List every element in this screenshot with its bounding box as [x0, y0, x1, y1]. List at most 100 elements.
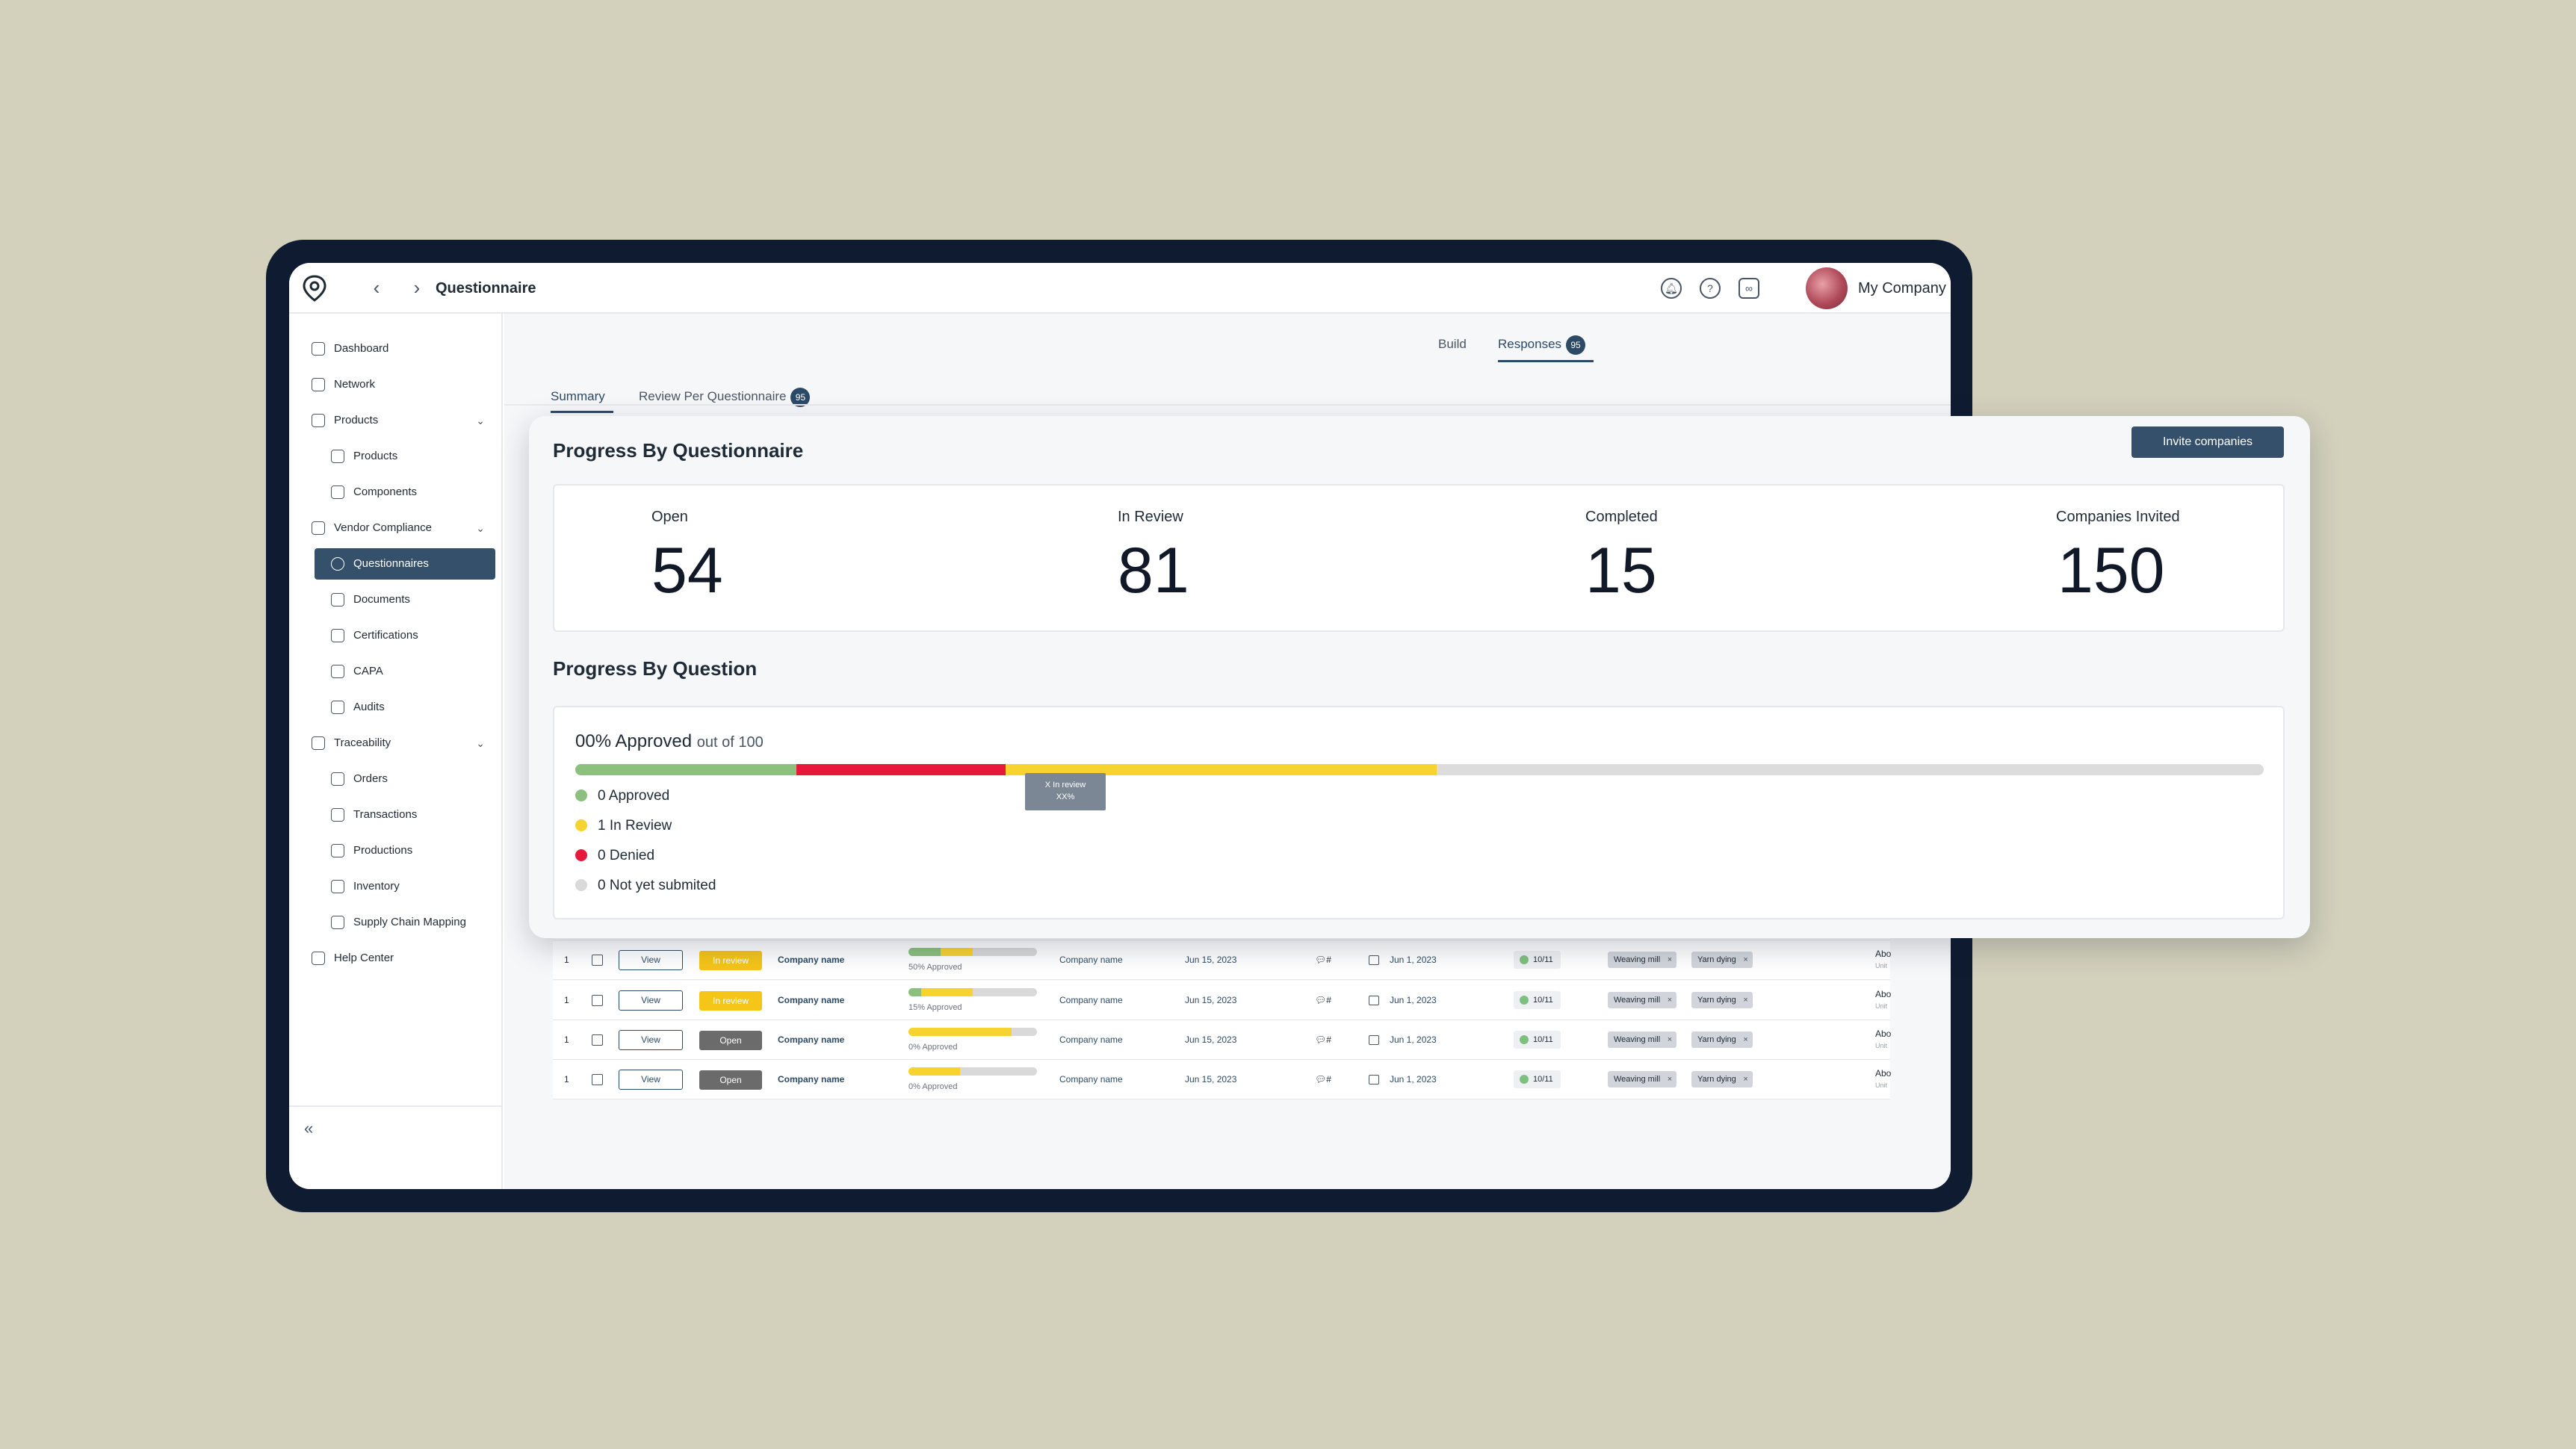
remove-tag-icon[interactable]: ×: [1743, 1035, 1748, 1044]
sidebar-item-transactions[interactable]: Transactions: [289, 799, 503, 831]
tab-review-per-questionnaire[interactable]: Review Per Questionnaire 95: [639, 385, 811, 408]
tag-chip[interactable]: Weaving mill ×: [1608, 1031, 1677, 1048]
company-link[interactable]: Company name: [778, 995, 845, 1005]
tab-summary[interactable]: Summary: [551, 389, 605, 403]
stat-in-review-label: In Review: [1118, 509, 1183, 525]
remove-tag-icon[interactable]: ×: [1743, 955, 1748, 964]
back-arrow-icon[interactable]: ‹: [373, 276, 380, 299]
chevron-down-icon: ⌄: [476, 415, 485, 426]
bar-segment-in-review[interactable]: [1006, 764, 1437, 775]
remove-tag-icon[interactable]: ×: [1667, 955, 1673, 964]
tag-chip[interactable]: Yarn dying ×: [1691, 992, 1753, 1008]
hanger-icon: [312, 414, 325, 427]
sidebar-item-documents[interactable]: Documents: [289, 584, 503, 615]
components-icon: [331, 485, 344, 499]
company-name-cell[interactable]: Company name: [1059, 995, 1123, 1005]
comment-icon[interactable]: 💬︎#: [1315, 1034, 1331, 1045]
sidebar-item-label: Questionnaires: [353, 557, 429, 570]
sidebar-item-certifications[interactable]: Certifications: [289, 620, 503, 651]
sidebar-item-traceability[interactable]: Traceability ⌄: [289, 727, 503, 759]
tag-chip[interactable]: Weaving mill ×: [1608, 1071, 1677, 1087]
truncated-cell-sub: Unit: [1875, 1042, 1888, 1049]
sidebar-item-questionnaires[interactable]: Questionnaires: [315, 548, 495, 580]
sidebar-item-supply-chain-mapping[interactable]: Supply Chain Mapping: [289, 907, 503, 938]
tab-build[interactable]: Build: [1438, 337, 1467, 351]
truncated-cell: Abo Unit: [1875, 988, 1891, 1012]
question-icon: [331, 557, 344, 571]
sidebar-item-label: Documents: [353, 593, 410, 606]
company-name[interactable]: My Company: [1858, 280, 1946, 297]
legend-label: 0 Denied: [598, 848, 655, 863]
company-link[interactable]: Company name: [778, 955, 845, 965]
truncated-cell-text: Abo: [1875, 949, 1892, 959]
truncated-cell-text: Abo: [1875, 1028, 1892, 1039]
remove-tag-icon[interactable]: ×: [1667, 1035, 1673, 1044]
view-button[interactable]: View: [619, 1070, 683, 1090]
row-checkbox[interactable]: [592, 995, 603, 1006]
remove-tag-icon[interactable]: ×: [1743, 996, 1748, 1005]
sidebar-item-audits[interactable]: Audits: [289, 692, 503, 723]
view-button[interactable]: View: [619, 950, 683, 970]
forward-arrow-icon[interactable]: ›: [413, 276, 421, 299]
sidebar-item-dashboard[interactable]: Dashboard: [289, 333, 503, 364]
company-link[interactable]: Company name: [778, 1034, 845, 1045]
bar-segment-approved[interactable]: [575, 764, 797, 775]
row-checkbox[interactable]: [592, 1074, 603, 1085]
sidebar-item-components[interactable]: Components: [289, 477, 503, 508]
help-icon[interactable]: ?: [1700, 278, 1721, 299]
row-number: 1: [564, 1034, 569, 1045]
sidebar-item-network[interactable]: Network: [289, 369, 503, 400]
location-pin-logo-icon[interactable]: [300, 273, 329, 303]
view-button[interactable]: View: [619, 990, 683, 1011]
calendar-icon: [1369, 955, 1379, 965]
tag-chip[interactable]: Yarn dying ×: [1691, 952, 1753, 968]
sidebar-item-orders[interactable]: Orders: [289, 763, 503, 795]
sidebar-item-capa[interactable]: CAPA: [289, 656, 503, 687]
sidebar-item-help-center[interactable]: Help Center: [289, 943, 503, 974]
tab-responses[interactable]: Responses 95: [1498, 333, 1586, 356]
sidebar-item-inventory[interactable]: Inventory: [289, 871, 503, 902]
remove-tag-icon[interactable]: ×: [1743, 1075, 1748, 1084]
avatar[interactable]: [1806, 267, 1848, 309]
company-name-cell[interactable]: Company name: [1059, 1074, 1123, 1085]
remove-tag-icon[interactable]: ×: [1667, 1075, 1673, 1084]
collapse-sidebar-icon[interactable]: «: [304, 1119, 314, 1138]
sidebar-item-label: Traceability: [334, 736, 391, 749]
row-checkbox[interactable]: [592, 1034, 603, 1046]
tag-chip[interactable]: Yarn dying ×: [1691, 1031, 1753, 1048]
comment-icon[interactable]: 💬︎#: [1315, 995, 1331, 1005]
row-bar-approved: [908, 988, 922, 996]
question-progress-bar[interactable]: [575, 764, 2264, 775]
comment-icon[interactable]: 💬︎#: [1315, 1074, 1331, 1085]
sidebar-item-products-group[interactable]: Products ⌄: [289, 405, 503, 436]
invite-companies-button[interactable]: Invite companies: [2131, 426, 2284, 458]
sidebar-item-products[interactable]: Products: [289, 441, 503, 472]
table-row: 1 View In review Company name 50% Approved Co…: [553, 940, 1891, 980]
company-name-cell[interactable]: Company name: [1059, 1034, 1123, 1045]
answers-count: 10/11: [1514, 1031, 1561, 1049]
tag-chip[interactable]: Yarn dying ×: [1691, 1071, 1753, 1087]
company-name-cell[interactable]: Company name: [1059, 955, 1123, 965]
view-button[interactable]: View: [619, 1030, 683, 1050]
row-bar-review: [921, 988, 973, 996]
tag-chip-label: Weaving mill: [1614, 1075, 1661, 1084]
bell-icon[interactable]: 🔔︎: [1661, 278, 1682, 299]
sidebar-item-productions[interactable]: Productions: [289, 835, 503, 866]
truncated-cell: Abo Unit: [1875, 948, 1891, 972]
company-link[interactable]: Company name: [778, 1074, 845, 1085]
sidebar-item-label: Components: [353, 485, 418, 498]
row-bar-review: [908, 1028, 1012, 1036]
row-checkbox[interactable]: [592, 955, 603, 966]
tag-chip[interactable]: Weaving mill ×: [1608, 992, 1677, 1008]
sidebar-item-vendor-compliance[interactable]: Vendor Compliance ⌄: [289, 512, 503, 544]
comment-icon[interactable]: 💬︎#: [1315, 955, 1331, 965]
due-date: Jun 1, 2023: [1390, 1074, 1437, 1085]
link-icon[interactable]: ∞: [1739, 278, 1759, 299]
tag-chip[interactable]: Weaving mill ×: [1608, 952, 1677, 968]
remove-tag-icon[interactable]: ×: [1667, 996, 1673, 1005]
bar-segment-denied[interactable]: [796, 764, 1006, 775]
table-row: 1 View In review Company name 15% Approved Co…: [553, 981, 1891, 1020]
status-badge: Open: [699, 1031, 762, 1050]
sidebar-item-label: Audits: [353, 701, 385, 713]
row-bar-approved: [908, 948, 941, 956]
